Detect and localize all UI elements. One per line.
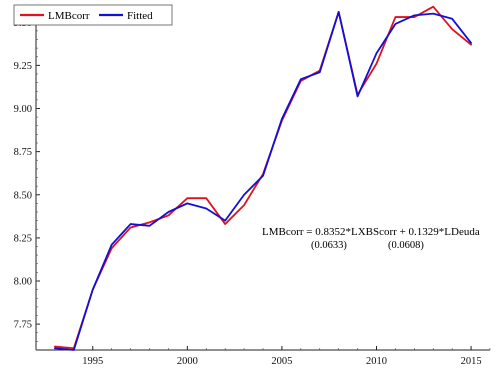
plot-axes [35,5,490,351]
series-line-lmbcorr [54,5,472,350]
y-tick-label: 9.00 [14,104,32,115]
y-tick-label: 8.00 [14,277,32,288]
y-tick-label: 8.25 [14,233,32,244]
series-line-fitted [54,10,472,351]
legend-label-lmbcorr: LMBcorr [48,10,90,22]
legend-box [13,4,173,26]
y-tick-label: 7.75 [14,320,32,331]
y-tick-label: 9.25 [14,61,32,72]
legend: LMBcorr Fitted [13,4,173,26]
std-error-1: (0.0633) [311,240,347,251]
legend-label-fitted: Fitted [127,10,153,22]
x-tick-label: 2005 [271,356,292,367]
regression-equation: LMBcorr = 0.8352*LXBScorr + 0.1329*LDeud… [262,226,480,238]
y-tick-label: 8.50 [14,190,32,201]
x-tick-label: 2015 [461,356,482,367]
y-tick-label: 8.75 [14,147,32,158]
x-axis-ticks: 1995 2000 2005 2010 2015 [35,346,491,367]
x-tick-label: 1995 [82,356,103,367]
series-lines [54,5,472,351]
x-tick-label: 2000 [177,356,198,367]
std-error-2: (0.0608) [388,240,424,251]
x-tick-label: 2010 [366,356,387,367]
regression-annotation: LMBcorr = 0.8352*LXBScorr + 0.1329*LDeud… [262,226,480,251]
